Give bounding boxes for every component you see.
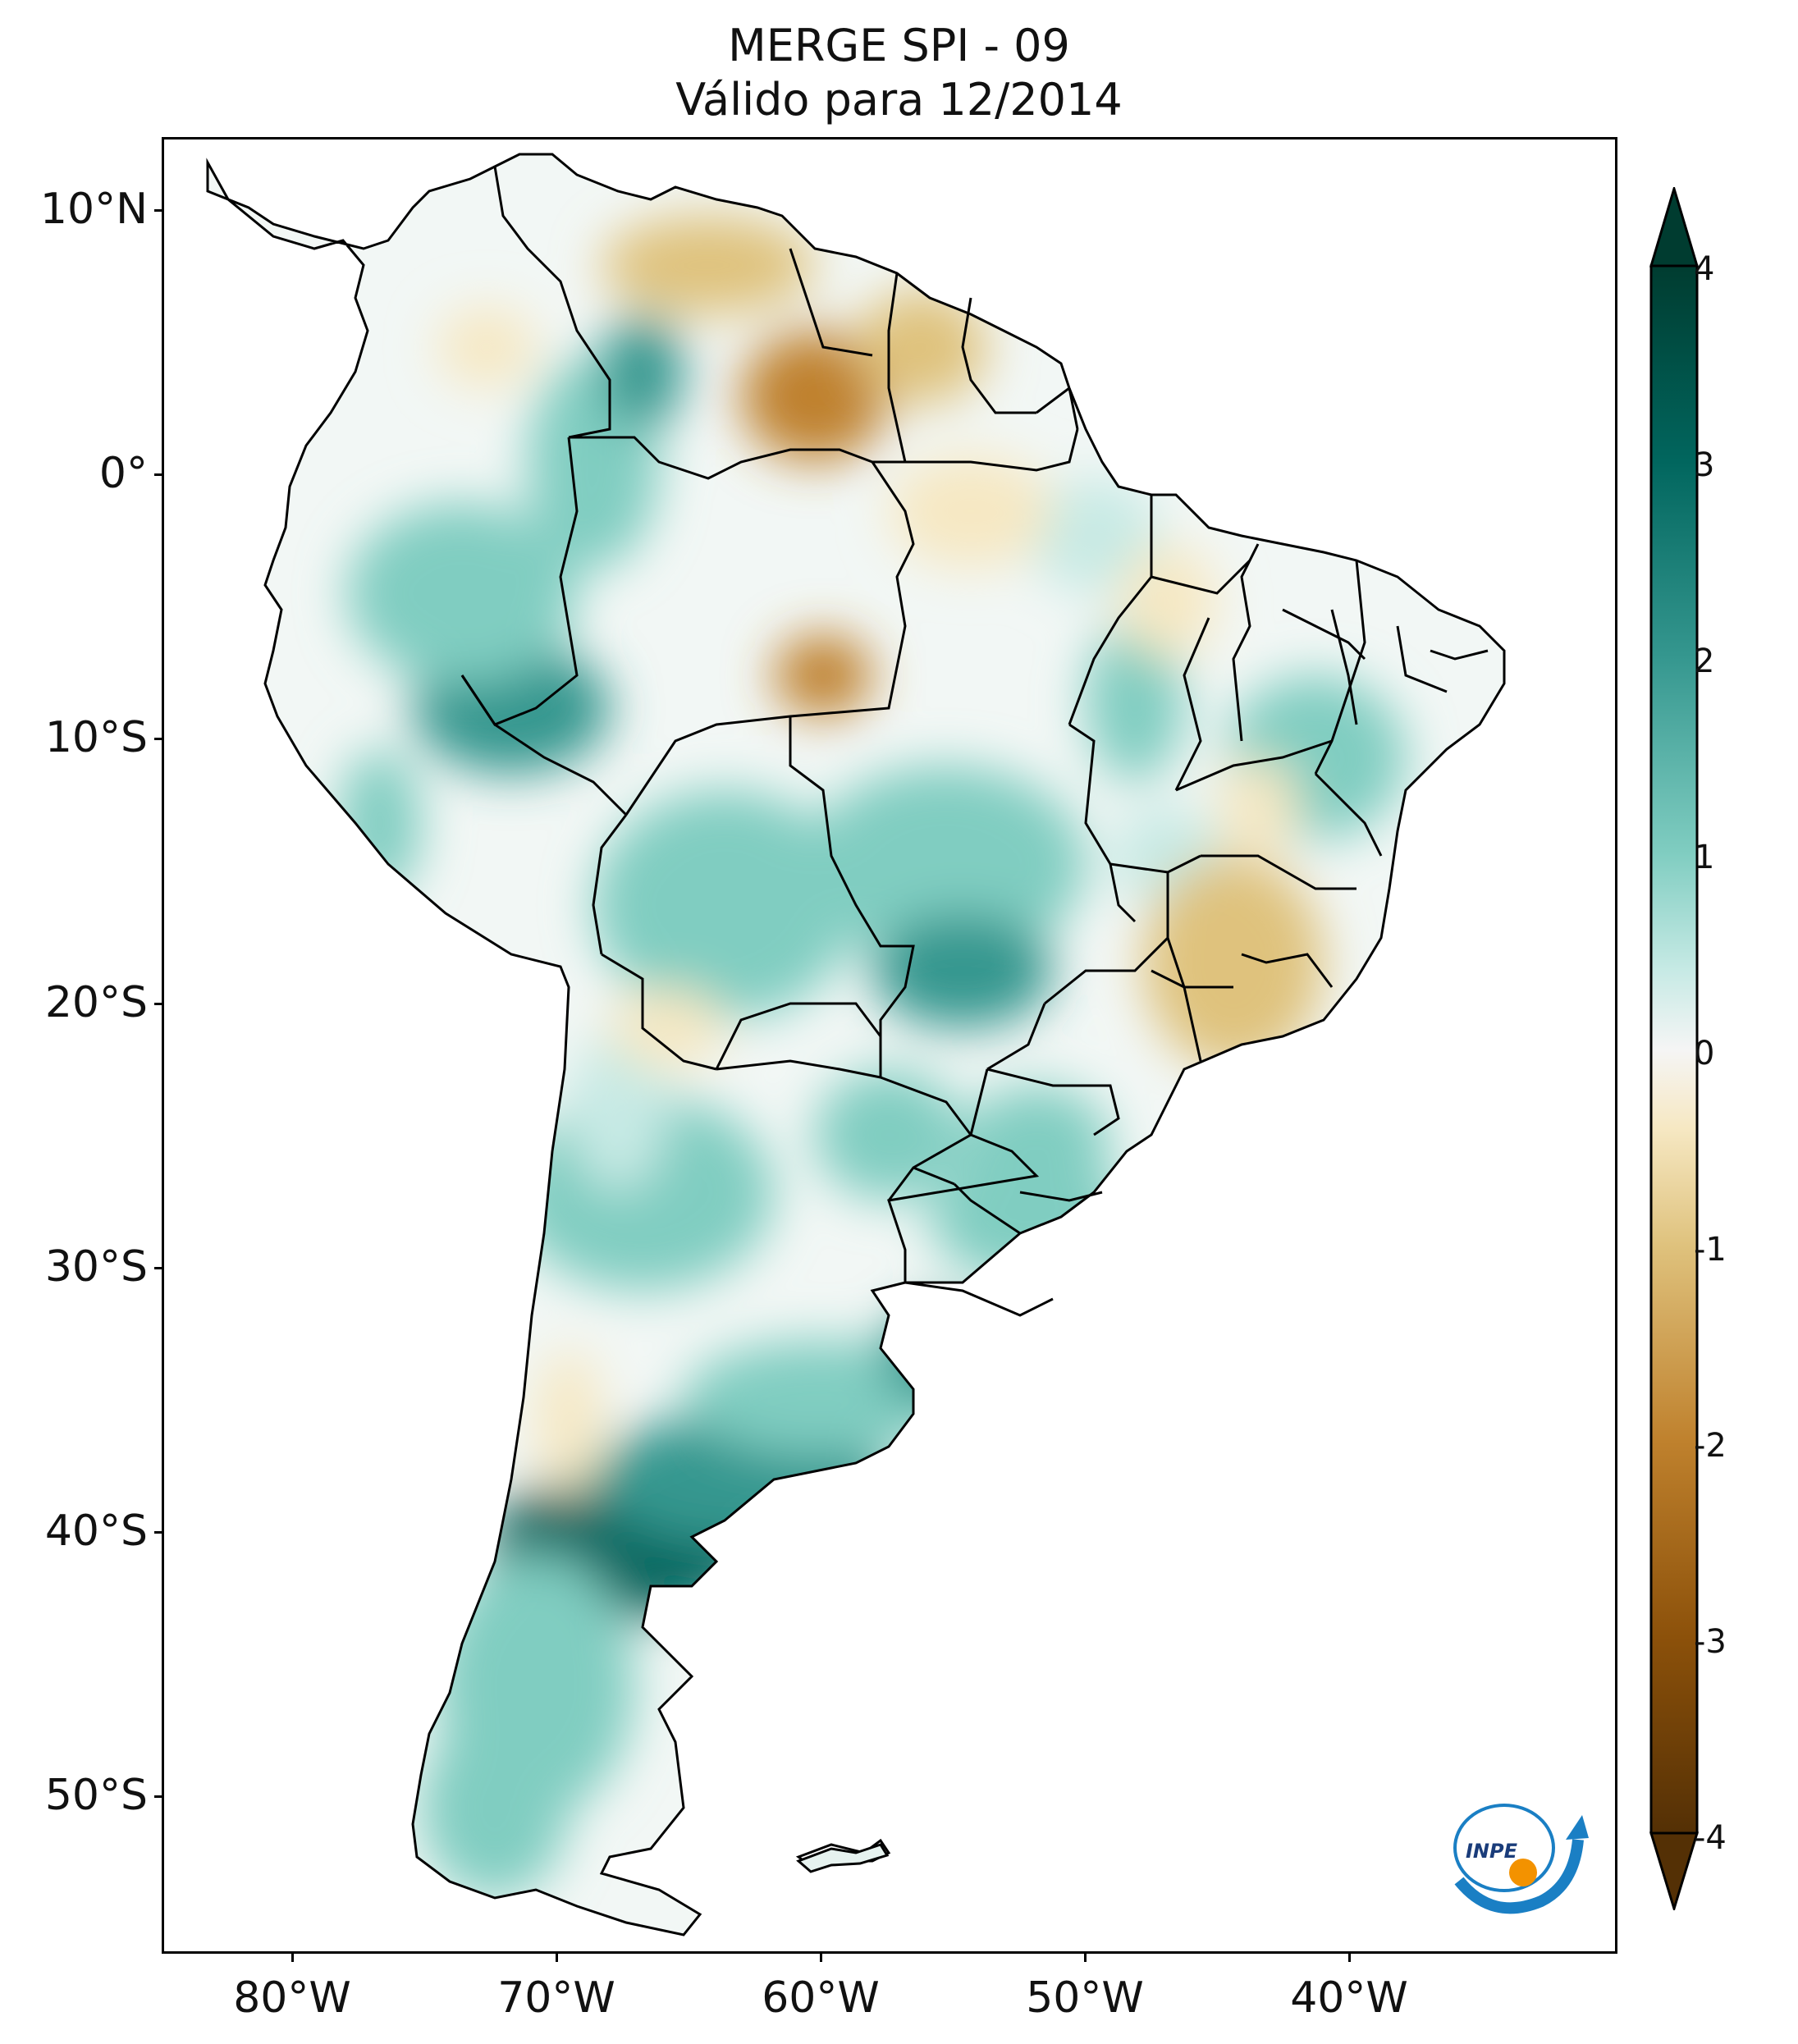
lat-label-10n: 10°N xyxy=(39,185,148,234)
island-shapes xyxy=(796,1843,890,1873)
lon-tick xyxy=(291,1954,294,1962)
lat-label-20s: 20°S xyxy=(44,978,148,1027)
lat-label-0: 0° xyxy=(98,449,148,498)
lon-label-80w: 80°W xyxy=(233,1973,351,2023)
lon-label-50w: 50°W xyxy=(1026,1973,1144,2023)
lat-tick xyxy=(154,209,162,212)
spi-field xyxy=(208,154,1504,1935)
lat-label-10s: 10°S xyxy=(44,713,148,762)
lat-label-40s: 40°S xyxy=(44,1507,148,1556)
map-frame xyxy=(162,137,1617,1954)
lat-label-50s: 50°S xyxy=(44,1771,148,1820)
lon-label-70w: 70°W xyxy=(497,1973,615,2023)
lat-tick xyxy=(154,473,162,476)
lon-tick xyxy=(1084,1954,1087,1962)
lat-label-30s: 30°S xyxy=(44,1242,148,1292)
country-borders xyxy=(206,153,1506,1937)
lat-tick xyxy=(154,1003,162,1005)
inpe-logo-text: INPE xyxy=(1466,1840,1518,1863)
colorbar-body xyxy=(1649,264,1699,1835)
colorbar-label-2: 2 xyxy=(1694,642,1715,680)
colorbar-lower-extension xyxy=(1649,1831,1699,1910)
colorbar-label-neg1: -1 xyxy=(1694,1231,1727,1269)
map-title: MERGE SPI - 09 xyxy=(728,20,1070,71)
colorbar-label-1: 1 xyxy=(1694,839,1715,876)
colorbar-label-neg3: -3 xyxy=(1694,1623,1727,1661)
lat-tick xyxy=(154,738,162,740)
map-subtitle: Válido para 12/2014 xyxy=(675,74,1123,126)
lat-tick xyxy=(154,1795,162,1798)
colorbar-label-neg4: -4 xyxy=(1694,1819,1727,1857)
inpe-logo: INPE xyxy=(1453,1804,1589,1914)
lon-tick xyxy=(556,1954,558,1962)
colorbar-label-neg2: -2 xyxy=(1694,1427,1727,1465)
spi-colorbar xyxy=(1649,187,1699,1910)
colorbar-label-4: 4 xyxy=(1694,250,1715,288)
lon-label-60w: 60°W xyxy=(762,1973,880,2023)
lon-tick xyxy=(1348,1954,1351,1962)
lat-tick xyxy=(154,1267,162,1269)
lon-label-40w: 40°W xyxy=(1290,1973,1408,2023)
lon-tick xyxy=(820,1954,822,1962)
south-america-map xyxy=(206,153,1506,1937)
colorbar-label-0: 0 xyxy=(1694,1035,1715,1072)
colorbar-upper-extension xyxy=(1649,187,1699,268)
colorbar-label-3: 3 xyxy=(1694,446,1715,484)
lat-tick xyxy=(154,1531,162,1534)
